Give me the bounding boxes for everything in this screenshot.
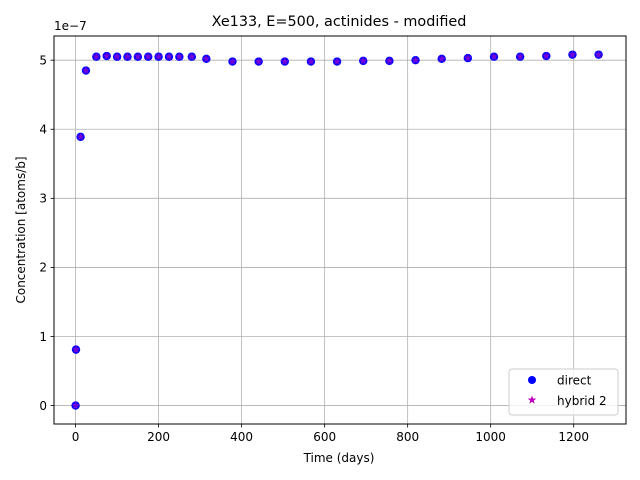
chart-title: Xe133, E=500, actinides - modified [212, 14, 467, 30]
x-tick-label: 200 [147, 430, 170, 444]
x-tick-label: 0 [72, 430, 80, 444]
y-tick-label: 0 [39, 399, 47, 413]
x-axis-label: Time (days) [303, 451, 375, 465]
tick-layer: 0 200 400 600 800 1000 1200 0 1 2 3 4 5 [39, 53, 589, 444]
x-tick-label: 400 [230, 430, 253, 444]
data-point-hybrid-2 [71, 401, 80, 410]
x-tick-label: 1200 [558, 430, 589, 444]
data-point-hybrid-2 [164, 52, 174, 61]
data-point-hybrid-2 [144, 52, 153, 61]
data-point-hybrid-2 [411, 55, 420, 64]
data-point-hybrid-2 [76, 132, 85, 141]
data-point-hybrid-2 [123, 52, 132, 61]
plot-frame [53, 35, 627, 425]
y-tick-label: 1 [39, 330, 47, 344]
data-point-hybrid-2 [113, 52, 122, 61]
x-tick-label: 800 [396, 430, 419, 444]
legend-direct-label: direct [557, 374, 592, 388]
data-point-hybrid-2 [175, 52, 184, 61]
legend: direct hybrid 2 [508, 368, 619, 416]
data-point-hybrid-2 [594, 50, 603, 59]
data-points [71, 50, 603, 410]
data-point-hybrid-2 [71, 345, 81, 354]
data-point-hybrid-2 [280, 57, 289, 66]
y-tick-label: 4 [39, 123, 47, 137]
y-tick-label: 3 [39, 192, 47, 206]
data-point-hybrid-2 [463, 53, 472, 62]
legend-direct-marker [528, 376, 536, 384]
data-point-hybrid-2 [489, 52, 499, 61]
data-point-hybrid-2 [133, 52, 142, 61]
data-point-hybrid-2 [254, 57, 263, 66]
data-point-hybrid-2 [154, 52, 163, 61]
legend-hybrid-marker [527, 395, 537, 404]
y-axis-label: Concentration [atoms/b] [14, 156, 28, 303]
data-point-hybrid-2 [81, 66, 91, 75]
x-tick-label: 600 [313, 430, 336, 444]
legend-box [508, 368, 619, 416]
data-point-hybrid-2 [92, 52, 101, 61]
data-point-hybrid-2 [202, 54, 211, 63]
legend-hybrid-label: hybrid 2 [557, 394, 607, 408]
y-tick-label: 2 [39, 261, 47, 275]
y-tick-label: 5 [39, 53, 47, 67]
data-point-hybrid-2 [187, 52, 196, 61]
data-point-hybrid-2 [437, 54, 446, 63]
data-point-hybrid-2 [102, 51, 111, 60]
data-point-hybrid-2 [228, 57, 237, 66]
data-point-hybrid-2 [359, 56, 368, 65]
data-point-hybrid-2 [385, 56, 394, 65]
y-multiplier-label: 1e−7 [54, 19, 87, 33]
data-point-hybrid-2 [516, 52, 525, 61]
grid-layer [54, 36, 626, 424]
x-tick-label: 1000 [475, 430, 506, 444]
data-point-hybrid-2 [333, 57, 342, 66]
data-point-hybrid-2 [542, 51, 551, 60]
data-point-hybrid-2 [568, 50, 577, 59]
data-point-hybrid-2 [306, 57, 316, 66]
